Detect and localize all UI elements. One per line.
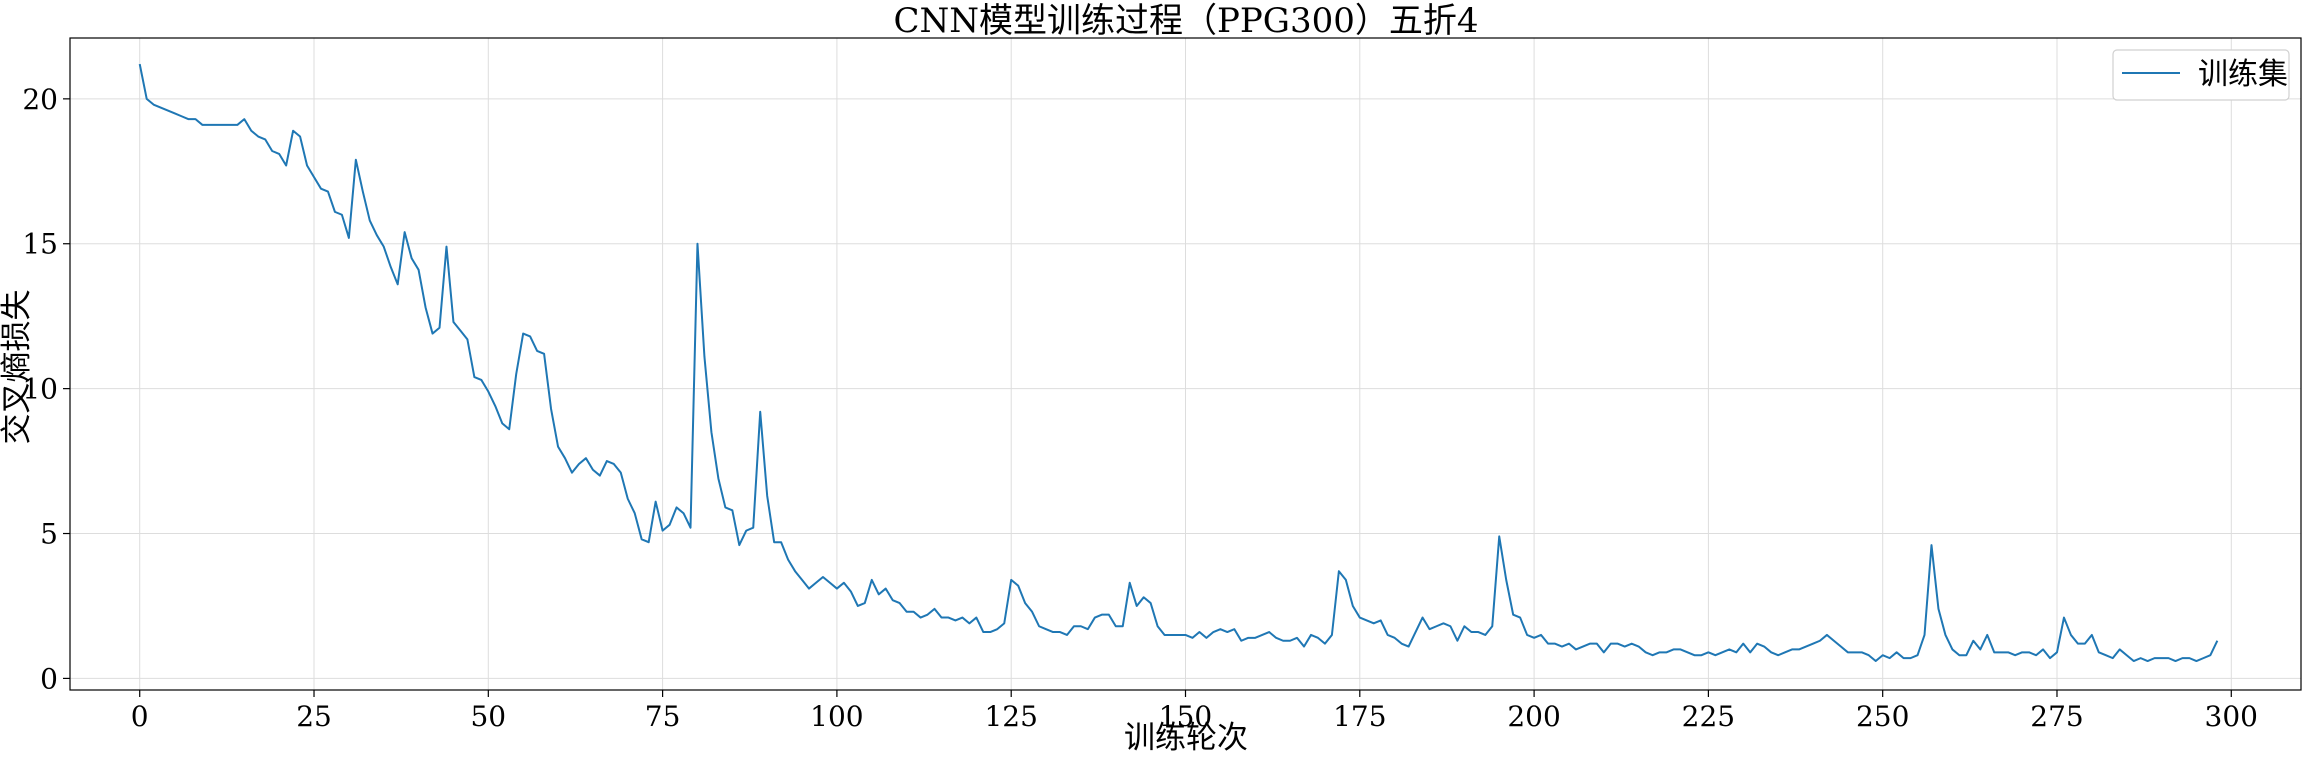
y-axis-title: 交叉熵损失 xyxy=(0,290,35,445)
x-tick-label: 50 xyxy=(470,700,506,733)
x-tick-label: 300 xyxy=(2205,700,2258,733)
series-line-train xyxy=(138,63,2219,663)
chart-title: CNN模型训练过程（PPG300）五折4 xyxy=(894,1,1479,41)
series-layer xyxy=(138,63,2219,663)
x-axis: 0 25 50 75 100 125 150 175 200 225 250 275 300 xyxy=(131,690,2258,733)
y-axis: 0 5 10 15 20 xyxy=(22,83,70,695)
legend-box xyxy=(2112,49,2290,101)
legend-label: 训练集 xyxy=(2198,57,2288,92)
x-tick-label: 175 xyxy=(1333,700,1386,733)
x-tick-label: 200 xyxy=(1507,700,1560,733)
legend: 训练集 xyxy=(2112,49,2290,101)
x-tick-label: 225 xyxy=(1682,700,1735,733)
x-tick-label: 275 xyxy=(2030,700,2083,733)
y-tick-label: 5 xyxy=(40,518,58,551)
grid-lines xyxy=(70,38,2301,690)
x-tick-label: 125 xyxy=(984,700,1037,733)
x-tick-label: 75 xyxy=(645,700,681,733)
y-tick-label: 10 xyxy=(22,373,58,406)
x-tick-label: 100 xyxy=(810,700,863,733)
x-tick-label: 250 xyxy=(1856,700,1909,733)
x-tick-label: 25 xyxy=(296,700,332,733)
x-axis-title: 训练轮次 xyxy=(1124,720,1248,756)
y-tick-label: 15 xyxy=(22,228,58,261)
y-tick-label: 20 xyxy=(22,83,58,116)
x-tick-label: 150 xyxy=(1159,700,1212,733)
y-tick-label: 0 xyxy=(40,662,58,695)
x-tick-label: 0 xyxy=(131,700,149,733)
